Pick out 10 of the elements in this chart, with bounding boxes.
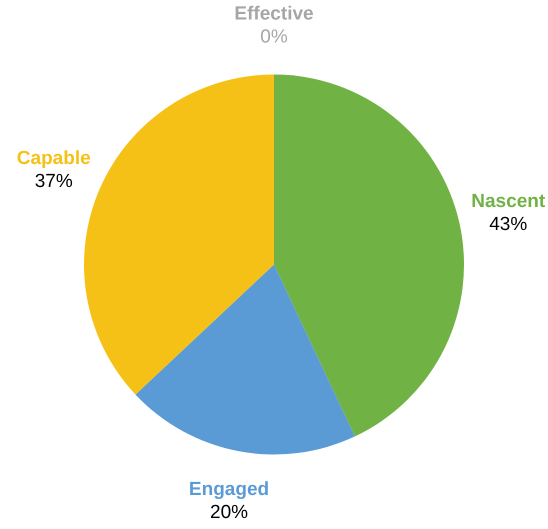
data-label: 43% (489, 214, 528, 236)
slice-label: Nascent (471, 191, 546, 212)
data-label: 37% (34, 171, 73, 192)
pie-slice (135, 264, 355, 454)
text: 0% (260, 26, 288, 48)
data-label: 20% (210, 502, 248, 524)
slice-label: Capable (16, 148, 91, 170)
pie-slice (274, 74, 464, 436)
slice-label: Engaged (188, 479, 270, 500)
category-label: Effective (234, 4, 314, 24)
